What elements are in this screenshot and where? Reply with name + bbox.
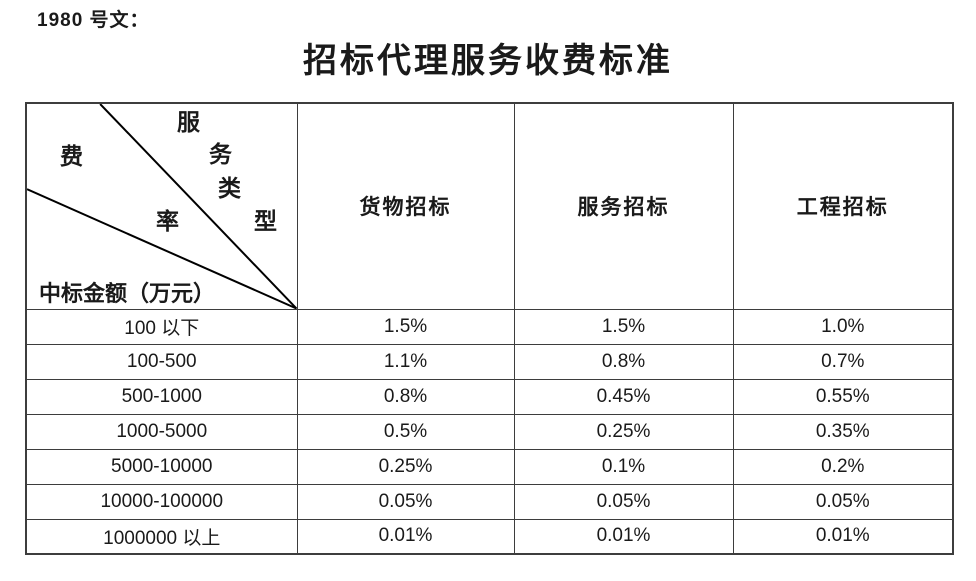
rate-cell: 1.1% — [296, 343, 515, 380]
doc-number-label: 1980 号文： — [37, 10, 150, 31]
header-row: 服 务 类 型 费 率 中标金额（万元） 货物招标 服务招标 工程招标 — [25, 102, 954, 310]
corner-service-type-char: 型 — [254, 209, 277, 234]
rate-cell: 0.25% — [513, 413, 734, 450]
amount-range-cell: 100 以下 — [25, 308, 298, 345]
table-row: 500-1000 0.8% 0.45% 0.55% — [25, 378, 954, 415]
rate-cell: 1.5% — [296, 308, 515, 345]
page-title: 招标代理服务收费标准 — [303, 43, 673, 80]
rate-cell: 0.05% — [732, 483, 954, 520]
table-row: 10000-100000 0.05% 0.05% 0.05% — [25, 483, 954, 520]
amount-range-cell: 500-1000 — [25, 378, 298, 415]
rate-cell: 0.25% — [296, 448, 515, 485]
diagonal-corner-cell: 服 务 类 型 费 率 中标金额（万元） — [25, 102, 298, 310]
amount-range-cell: 100-500 — [25, 343, 298, 380]
rate-cell: 0.05% — [296, 483, 515, 520]
rate-cell: 0.5% — [296, 413, 515, 450]
rate-cell: 1.0% — [732, 308, 954, 345]
rate-cell: 0.01% — [296, 518, 515, 555]
fee-standard-table: 服 务 类 型 费 率 中标金额（万元） 货物招标 服务招标 工程招标 100 … — [25, 102, 954, 555]
amount-range-cell: 1000-5000 — [25, 413, 298, 450]
corner-service-type-char: 类 — [218, 176, 241, 201]
amount-range-cell: 1000000 以上 — [25, 518, 298, 555]
amount-range-cell: 5000-10000 — [25, 448, 298, 485]
column-header-works: 工程招标 — [732, 102, 954, 310]
table-row: 1000-5000 0.5% 0.25% 0.35% — [25, 413, 954, 450]
column-header-goods: 货物招标 — [296, 102, 515, 310]
amount-range-cell: 10000-100000 — [25, 483, 298, 520]
column-header-services: 服务招标 — [513, 102, 734, 310]
rate-cell: 0.7% — [732, 343, 954, 380]
corner-fee-rate-char: 率 — [156, 209, 179, 234]
rate-cell: 0.05% — [513, 483, 734, 520]
table-row: 100-500 1.1% 0.8% 0.7% — [25, 343, 954, 380]
rate-cell: 1.5% — [513, 308, 734, 345]
table-row: 5000-10000 0.25% 0.1% 0.2% — [25, 448, 954, 485]
corner-service-type-char: 务 — [209, 142, 232, 167]
rate-cell: 0.8% — [296, 378, 515, 415]
rate-cell: 0.55% — [732, 378, 954, 415]
rate-cell: 0.01% — [732, 518, 954, 555]
corner-amount-label: 中标金额（万元） — [39, 281, 216, 306]
table-row: 1000000 以上 0.01% 0.01% 0.01% — [25, 518, 954, 555]
corner-fee-rate-char: 费 — [60, 144, 83, 169]
corner-service-type-char: 服 — [177, 110, 200, 135]
rate-cell: 0.01% — [513, 518, 734, 555]
rate-cell: 0.8% — [513, 343, 734, 380]
rate-cell: 0.2% — [732, 448, 954, 485]
rate-cell: 0.35% — [732, 413, 954, 450]
rate-cell: 0.1% — [513, 448, 734, 485]
diagonal-split-lines — [27, 104, 296, 308]
rate-cell: 0.45% — [513, 378, 734, 415]
table-row: 100 以下 1.5% 1.5% 1.0% — [25, 308, 954, 345]
